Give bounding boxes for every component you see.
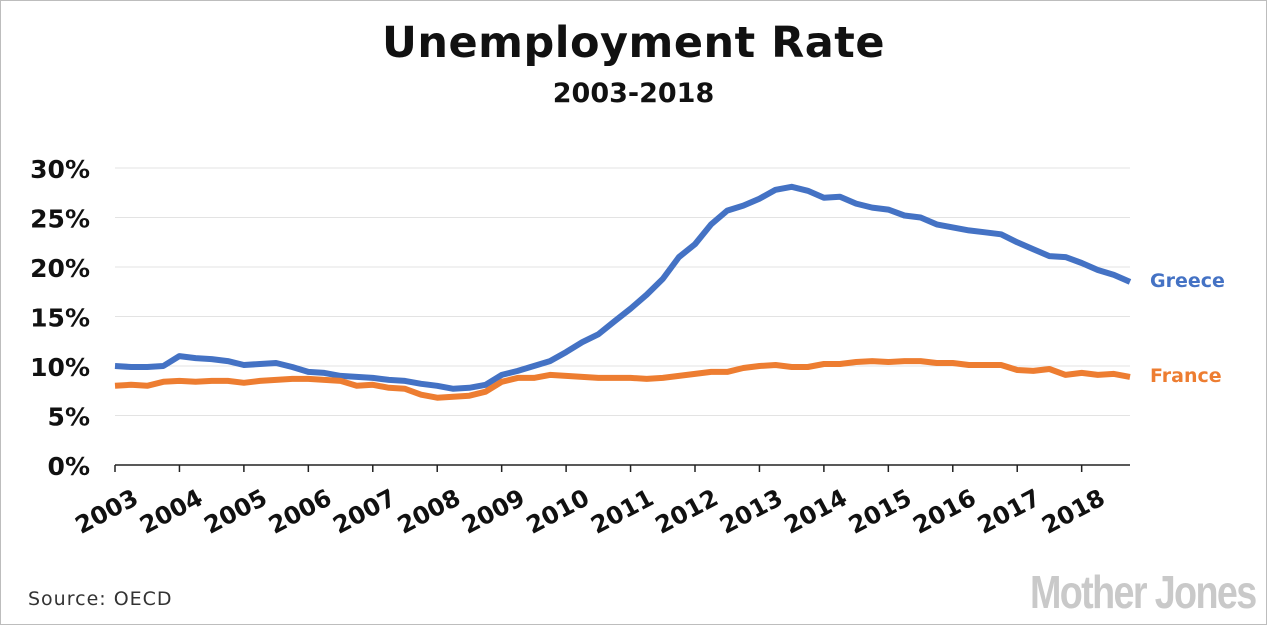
series-line-france xyxy=(114,358,1131,401)
y-tick-label: 10% xyxy=(30,353,90,382)
series-labels: Greece France xyxy=(1150,270,1225,387)
x-tick-label: 2010 xyxy=(522,484,594,540)
x-tick-label: 2012 xyxy=(651,484,723,540)
x-tick-label: 2017 xyxy=(973,484,1045,540)
series-line-greece xyxy=(114,183,1132,392)
series-label-greece: Greece xyxy=(1150,270,1225,292)
x-tick-label: 2013 xyxy=(715,484,787,540)
y-tick-label: 30% xyxy=(30,155,90,184)
y-axis-ticks: 0% 5% 10% 15% 20% 25% 30% xyxy=(30,155,90,481)
x-tick-label: 2015 xyxy=(844,484,916,540)
x-tick-label: 2014 xyxy=(780,484,852,540)
y-tick-label: 25% xyxy=(30,205,90,234)
x-tick-label: 2011 xyxy=(586,484,658,540)
x-tick-label: 2008 xyxy=(393,484,465,540)
y-tick-label: 20% xyxy=(30,254,90,283)
x-axis-ticks: 2003200420052006200720082009201020112012… xyxy=(71,484,1110,540)
series-lines xyxy=(114,183,1132,401)
x-tick-label: 2007 xyxy=(328,484,400,540)
x-tick-label: 2004 xyxy=(135,484,207,540)
x-tick-label: 2003 xyxy=(71,484,143,540)
x-tick-label: 2005 xyxy=(200,484,272,540)
chart-subtitle: 2003-2018 xyxy=(552,78,715,109)
source-note: Source: OECD xyxy=(28,588,173,610)
publisher-logo: Mother Jones xyxy=(1030,566,1257,618)
x-axis xyxy=(114,464,1130,472)
x-tick-label: 2006 xyxy=(264,484,336,540)
chart-title: Unemployment Rate xyxy=(381,18,886,68)
y-tick-label: 5% xyxy=(48,403,90,432)
x-tick-label: 2016 xyxy=(908,484,980,540)
x-tick-label: 2018 xyxy=(1037,484,1109,540)
x-tick-label: 2009 xyxy=(457,484,529,540)
y-tick-label: 15% xyxy=(30,304,90,333)
series-label-france: France xyxy=(1150,365,1222,387)
y-tick-label: 0% xyxy=(48,452,90,481)
